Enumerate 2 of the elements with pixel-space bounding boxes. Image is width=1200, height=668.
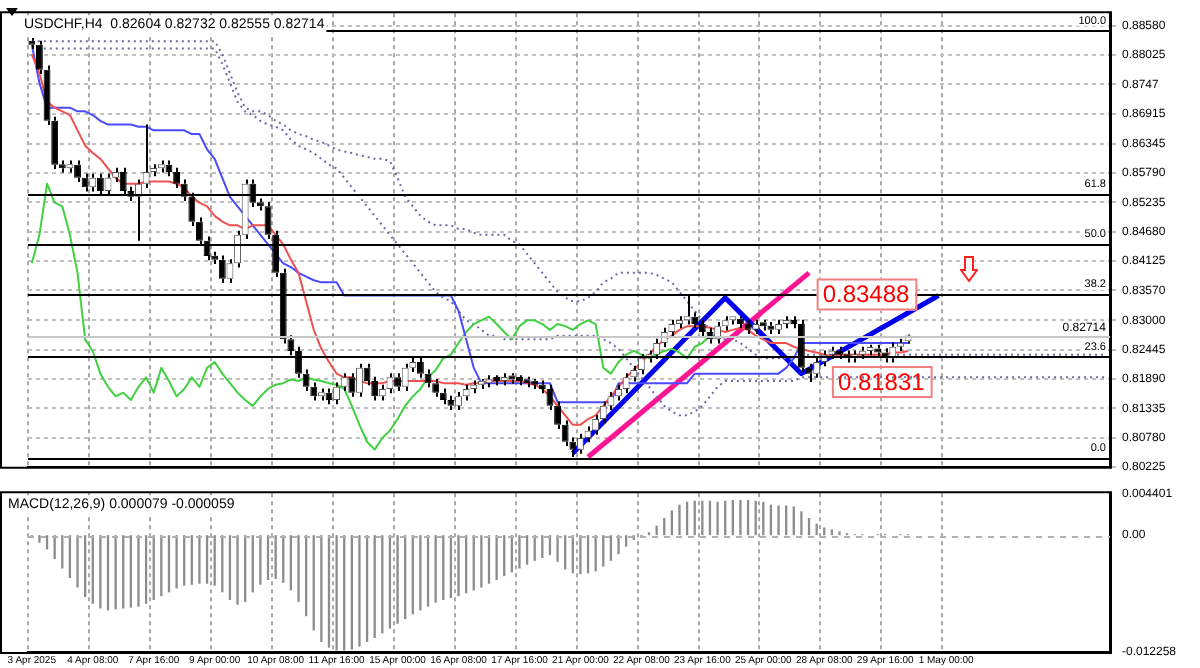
annotation: 0.81831 — [837, 367, 926, 396]
annotation: 0.83488 — [822, 280, 911, 309]
